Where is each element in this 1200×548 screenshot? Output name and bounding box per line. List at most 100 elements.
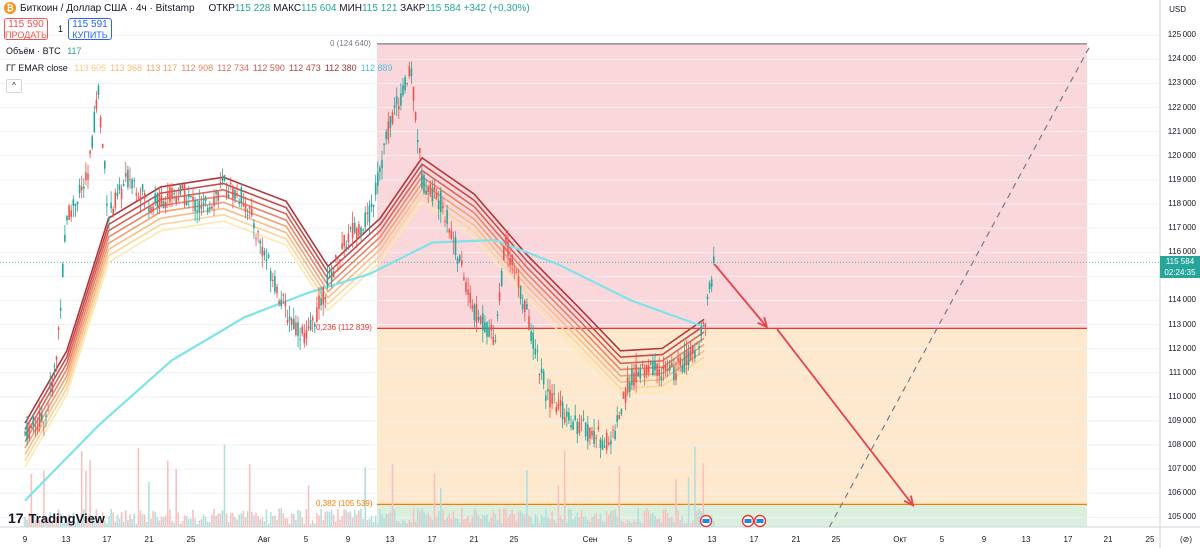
volume-bar [381, 514, 383, 527]
volume-legend[interactable]: Объём · BTC 117 [6, 46, 86, 56]
candle [673, 366, 675, 381]
volume-bar [463, 519, 465, 527]
candle [608, 442, 610, 445]
candle [629, 382, 631, 392]
current-price-value: 115 584 [1165, 257, 1195, 266]
volume-bar [618, 466, 621, 527]
time-tick: 9 [345, 535, 351, 544]
candle [570, 425, 572, 428]
volume-bar [442, 509, 444, 527]
volume-bar [343, 509, 345, 527]
volume-bar [158, 520, 161, 527]
volume-bar [24, 516, 26, 527]
log-scale-toggle[interactable]: (⊘) [1179, 535, 1192, 544]
price-tick: 110 000 [1168, 391, 1196, 401]
candle [206, 207, 209, 213]
candle [209, 206, 211, 210]
buy-button[interactable]: 115 591 КУПИТЬ [68, 18, 112, 40]
currency-label[interactable]: USD [1169, 5, 1186, 14]
ema-legend[interactable]: ГГ EMAR close 113 605 113 368 113 117 112 9… [6, 63, 400, 73]
volume-bar [647, 511, 650, 527]
candle [702, 321, 705, 325]
candle [255, 238, 257, 240]
candle [507, 241, 509, 256]
volume-bar [570, 509, 572, 527]
candle [437, 200, 440, 210]
volume-bar [469, 522, 471, 527]
volume-bar [337, 508, 339, 527]
volume-bar [666, 513, 669, 527]
candle [572, 421, 574, 430]
fib-zone-middle [377, 328, 1087, 505]
volume-bar [28, 513, 30, 527]
volume-bar [479, 518, 482, 527]
volume-bar [213, 508, 215, 527]
candle [108, 218, 110, 220]
volume-bar [540, 514, 543, 527]
candle [524, 300, 526, 313]
candle [148, 207, 150, 212]
volume-bar [452, 511, 455, 527]
volume-bar [156, 517, 159, 527]
volume-bar [131, 519, 133, 527]
volume-bar [517, 511, 520, 527]
candle [660, 376, 663, 380]
candle [400, 93, 402, 106]
current-price-label: 115 584 02:24:35 [1160, 256, 1200, 278]
time-tick: 25 [831, 535, 841, 544]
candle [85, 172, 87, 181]
candle [320, 298, 322, 306]
candle [110, 202, 112, 209]
price-tick: 108 000 [1167, 440, 1196, 450]
time-tick: 17 [1063, 535, 1073, 544]
volume-bar [93, 517, 96, 527]
volume-bar [38, 520, 41, 527]
candle [64, 234, 66, 242]
volume-bar [217, 513, 219, 527]
volume-bar [660, 521, 663, 527]
candle [668, 364, 671, 371]
projection-arrow [776, 328, 914, 506]
volume-bar [91, 515, 93, 527]
time-tick: 25 [186, 535, 196, 544]
ema-ribbon [24, 156, 705, 468]
volume-bar [253, 514, 255, 527]
candle [356, 228, 358, 239]
sell-button[interactable]: 115 590 ПРОДАТЬ [4, 18, 48, 40]
volume-bar [190, 518, 192, 527]
volume-bar [295, 519, 297, 527]
volume-bar [631, 523, 633, 527]
candle [74, 204, 77, 207]
candle [55, 356, 58, 360]
volume-bar [240, 513, 243, 527]
candle [59, 307, 62, 311]
candle [57, 327, 60, 331]
ema-ribbon-line [24, 175, 705, 443]
volume-bar [513, 513, 516, 527]
volume-bar [639, 521, 642, 527]
volume-bar [322, 520, 324, 527]
volume-bar [389, 512, 392, 527]
candle [551, 392, 553, 405]
time-tick: 21 [791, 535, 801, 544]
collapse-legend-button[interactable]: ^ [6, 79, 22, 93]
candle [452, 241, 455, 243]
volume-bar [593, 515, 595, 527]
volume-bar [624, 523, 627, 527]
candle [601, 440, 604, 450]
candle [540, 368, 543, 374]
symbol-header[interactable]: ₿ Биткоин / Доллар США · 4ч · Bitstamp О… [4, 2, 530, 14]
volume-bar [454, 518, 457, 527]
candle [545, 395, 547, 401]
volume-bar [278, 508, 280, 527]
volume-bar [437, 511, 440, 527]
time-tick: 17 [749, 535, 759, 544]
volume-bar [692, 520, 694, 527]
candle [278, 301, 280, 304]
candle [423, 174, 425, 193]
fib-zone-upper [377, 43, 1087, 329]
candle [32, 416, 35, 428]
candle [414, 112, 417, 121]
tradingview-logo-icon: 17 [8, 510, 24, 526]
